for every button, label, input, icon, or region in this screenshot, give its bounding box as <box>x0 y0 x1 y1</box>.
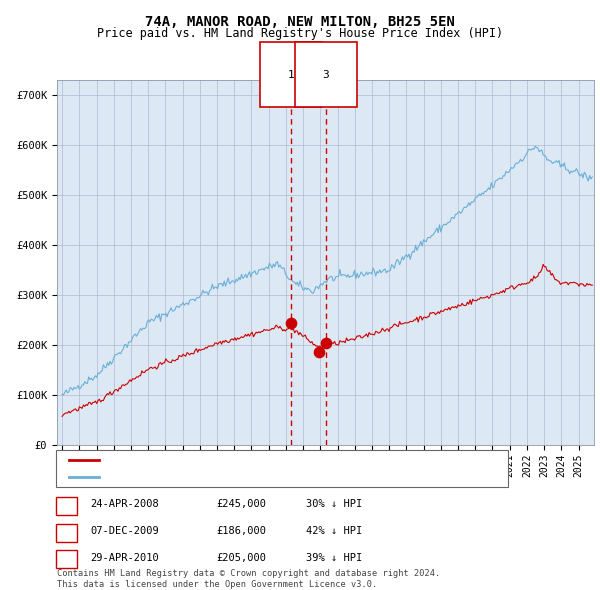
Point <box>314 348 324 357</box>
Point <box>286 318 296 327</box>
Text: 30% ↓ HPI: 30% ↓ HPI <box>306 500 362 509</box>
Text: 24-APR-2008: 24-APR-2008 <box>90 500 159 509</box>
Text: £186,000: £186,000 <box>216 526 266 536</box>
Text: 1: 1 <box>64 498 70 511</box>
Text: 07-DEC-2009: 07-DEC-2009 <box>90 526 159 536</box>
Text: 74A, MANOR ROAD, NEW MILTON, BH25 5EN: 74A, MANOR ROAD, NEW MILTON, BH25 5EN <box>145 15 455 29</box>
Text: Contains HM Land Registry data © Crown copyright and database right 2024.: Contains HM Land Registry data © Crown c… <box>57 569 440 578</box>
Text: 74A, MANOR ROAD, NEW MILTON, BH25 5EN (detached house): 74A, MANOR ROAD, NEW MILTON, BH25 5EN (d… <box>105 455 422 466</box>
Text: 2: 2 <box>64 525 70 537</box>
Text: 42% ↓ HPI: 42% ↓ HPI <box>306 526 362 536</box>
Text: This data is licensed under the Open Government Licence v3.0.: This data is licensed under the Open Gov… <box>57 579 377 589</box>
Text: £245,000: £245,000 <box>216 500 266 509</box>
Text: 39% ↓ HPI: 39% ↓ HPI <box>306 553 362 562</box>
Text: 3: 3 <box>323 70 329 80</box>
Point <box>321 338 331 348</box>
Text: 3: 3 <box>64 551 70 564</box>
Text: 29-APR-2010: 29-APR-2010 <box>90 553 159 562</box>
Text: HPI: Average price, detached house, New Forest: HPI: Average price, detached house, New … <box>105 471 375 481</box>
Text: £205,000: £205,000 <box>216 553 266 562</box>
Text: 1: 1 <box>288 70 295 80</box>
Text: Price paid vs. HM Land Registry's House Price Index (HPI): Price paid vs. HM Land Registry's House … <box>97 27 503 40</box>
